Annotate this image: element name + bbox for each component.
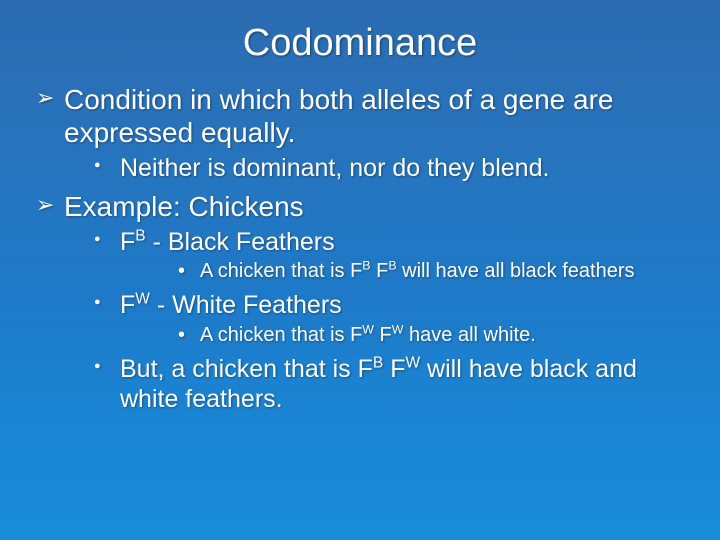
fw-rest: - White Feathers — [150, 291, 342, 319]
bullet-fb-fw-mixed: But, a chicken that is FB FW will have b… — [64, 354, 684, 415]
bullet-neither: Neither is dominant, nor do they blend. — [64, 153, 684, 184]
slide: Codominance Condition in which both alle… — [0, 0, 720, 540]
slide-title: Codominance — [36, 22, 684, 65]
w2s: W — [392, 322, 404, 336]
bullet-list-level3-white: A chicken that is FW FW have all white. — [120, 323, 684, 348]
bullet-list-level2: Neither is dominant, nor do they blend. — [64, 153, 684, 184]
w2: F — [374, 324, 392, 346]
bullet-fw-fw-white: A chicken that is FW FW have all white. — [120, 323, 684, 348]
bullet-condition-text: Condition in which both alleles of a gen… — [64, 84, 613, 148]
t1: A chicken that is F — [200, 260, 362, 282]
fb-prefix: F — [120, 228, 135, 256]
fw-prefix: F — [120, 291, 135, 319]
bullet-list-level3-black: A chicken that is FB FB will have all bl… — [120, 259, 684, 284]
bullet-list-level1: Condition in which both alleles of a gen… — [36, 83, 684, 415]
t2: F — [371, 260, 389, 282]
bullet-list-level2-example: FB - Black Feathers A chicken that is FB… — [64, 227, 684, 415]
m1s: B — [373, 354, 383, 371]
bullet-example-text: Example: Chickens — [64, 191, 304, 222]
m2: F — [383, 355, 405, 383]
m2s: W — [405, 354, 420, 371]
bullet-fb-fb-black: A chicken that is FB FB will have all bl… — [120, 259, 684, 284]
fb-sup: B — [135, 227, 145, 244]
w1: A chicken that is F — [200, 324, 362, 346]
w1s: W — [362, 322, 374, 336]
t2s: B — [388, 258, 396, 272]
bullet-fw-white: FW - White Feathers A chicken that is FW… — [64, 290, 684, 348]
bullet-condition: Condition in which both alleles of a gen… — [36, 83, 684, 184]
fw-sup: W — [135, 291, 150, 308]
w3: have all white. — [403, 324, 535, 346]
t3: will have all black feathers — [397, 260, 635, 282]
m1: But, a chicken that is F — [120, 355, 373, 383]
fb-rest: - Black Feathers — [146, 228, 335, 256]
bullet-fb-black: FB - Black Feathers A chicken that is FB… — [64, 227, 684, 285]
bullet-example: Example: Chickens FB - Black Feathers A … — [36, 190, 684, 415]
t1s: B — [362, 258, 370, 272]
